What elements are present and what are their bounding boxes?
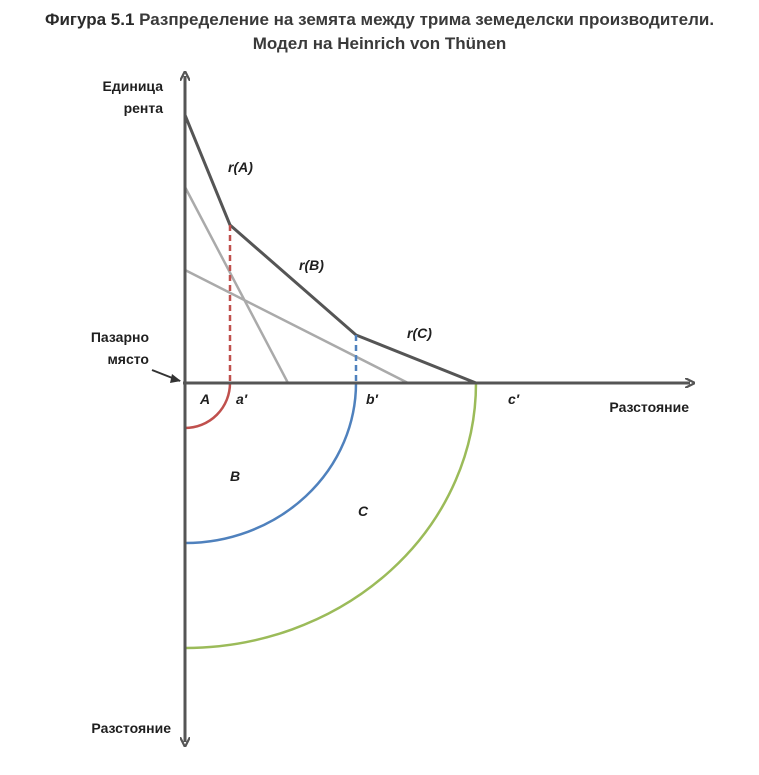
- point-label-b: b′: [366, 391, 379, 407]
- figure-title: Фигура 5.1 Разпределение на земята между…: [0, 8, 759, 56]
- y-axis-label-line2: рента: [124, 100, 164, 116]
- zone-label-C: C: [358, 503, 369, 519]
- point-label-c: c′: [508, 391, 520, 407]
- zone-label-A: A: [199, 391, 210, 407]
- market-pointer-arrowhead: [170, 374, 181, 383]
- y-axis-down-label: Разстояние: [91, 720, 171, 736]
- zone-b-arc: [184, 382, 358, 545]
- curve-label-rB: r(B): [299, 257, 324, 273]
- zone-c-arc: [184, 382, 478, 650]
- figure-subtitle: Модел на Heinrich von Thünen: [252, 34, 507, 53]
- figure-number: Фигура 5.1: [44, 10, 135, 29]
- zone-label-B: B: [230, 468, 240, 484]
- x-axis-label: Разстояние: [609, 399, 689, 415]
- market-label-line2: място: [107, 351, 149, 367]
- curve-label-rC: r(C): [407, 325, 432, 341]
- point-label-a: a′: [236, 391, 248, 407]
- rent-envelope: [183, 114, 477, 385]
- figure-title-line1: Фигура 5.1 Разпределение на земята между…: [0, 8, 759, 32]
- figure-title-text: Разпределение на земята между трима земе…: [139, 10, 715, 29]
- zone-a-arc: [184, 382, 232, 430]
- bid-rent-line-a-extended: [183, 186, 290, 384]
- curve-label-rA: r(A): [228, 159, 253, 175]
- y-axis-label-line1: Единица: [103, 78, 164, 94]
- bid-rent-line-b-extended: [184, 268, 409, 385]
- market-label-line1: Пазарно: [91, 329, 149, 345]
